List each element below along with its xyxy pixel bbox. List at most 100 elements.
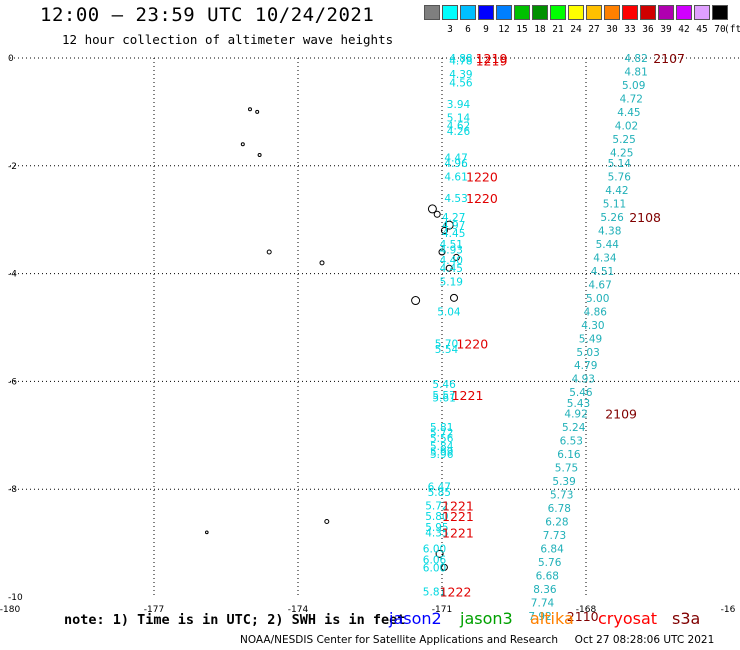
wave-height-label: 6.68 xyxy=(536,570,559,582)
wave-height-label: 6.00 xyxy=(423,562,446,574)
wave-height-label: 5.44 xyxy=(596,239,620,251)
pass-time-label: 1222 xyxy=(440,585,472,600)
x-tick-label: -177 xyxy=(144,605,164,615)
legend-swatch xyxy=(604,5,620,20)
satellite-name-altika: altika xyxy=(530,609,574,628)
wave-height-label: 5.14 xyxy=(447,112,471,124)
legend-label: 42 xyxy=(678,24,690,35)
wave-height-label: 5.26 xyxy=(600,212,624,224)
legend-label: 33 xyxy=(624,24,636,35)
legend-swatch xyxy=(442,5,458,20)
legend-label: 15 xyxy=(516,24,528,35)
axis-tick-labels: -180 -177 -174 -171 -168 -16 0 -2 -4 -6 -8 -10 xyxy=(0,54,736,615)
wave-height-label: 5.76 xyxy=(538,557,562,569)
pass-time-label: 1221 xyxy=(442,509,474,524)
wave-height-label: 5.54 xyxy=(435,344,459,356)
legend-swatch xyxy=(532,5,548,20)
pass-time-label: 1219 xyxy=(476,51,508,66)
legend-swatch xyxy=(478,5,494,20)
pass-time-label: 1220 xyxy=(466,170,498,185)
wave-height-label: 4.38 xyxy=(598,225,621,237)
island-outline xyxy=(240,142,245,147)
wave-height-label: 4.39 xyxy=(449,69,472,81)
wave-height-label: 5.72 xyxy=(430,428,453,440)
wave-height-label: 5.95 xyxy=(425,522,448,534)
credit-line: NOAA/NESDIS Center for Satellite Applica… xyxy=(240,634,715,646)
pass-time-label: 1221 xyxy=(452,388,484,403)
island-outline xyxy=(440,226,448,234)
wave-height-label: 4.82 xyxy=(624,53,647,65)
legend-label: 21 xyxy=(552,24,564,35)
wave-height-label: 4.51 xyxy=(440,239,463,251)
wave-height-label: 5.46 xyxy=(569,387,593,399)
wave-height-label: 7.74 xyxy=(531,597,555,609)
wave-height-label: 4.45 xyxy=(617,107,640,119)
wave-height-label: 4.86 xyxy=(584,306,608,318)
island-outline xyxy=(444,220,454,230)
island-outline xyxy=(324,519,330,525)
wave-height-label: 4.45 xyxy=(440,263,463,275)
y-tick-label: -4 xyxy=(8,270,17,280)
wave-height-label: 4.78 xyxy=(449,56,472,68)
wave-height-label: 4.72 xyxy=(620,93,643,105)
legend-swatch xyxy=(550,5,566,20)
wave-height-label: 4.93 xyxy=(572,374,595,386)
map-title: 12:00 – 23:59 UTC 10/24/2021 xyxy=(40,4,375,26)
island-outline xyxy=(248,107,252,112)
wave-height-label: 4.27 xyxy=(442,212,465,224)
pass-time-labels: 1219121912201220122012211221122112211222… xyxy=(440,51,685,624)
island-outlines xyxy=(205,107,460,571)
legend-label: 18 xyxy=(534,24,546,35)
wave-height-label: 5.19 xyxy=(440,277,463,289)
wave-height-label: 4.62 xyxy=(447,120,470,132)
wave-height-label: 5.57 xyxy=(432,390,455,402)
island-outline xyxy=(205,530,209,535)
wave-height-label: 5.00 xyxy=(586,293,609,305)
wave-height-label: 4.53 xyxy=(444,193,467,205)
wave-height-label: 4.61 xyxy=(444,172,467,184)
pass-time-label: 2110 xyxy=(567,609,599,624)
wave-height-label: 4.40 xyxy=(440,255,463,267)
island-outline xyxy=(435,549,444,558)
satellite-name-jason3: jason3 xyxy=(460,609,513,628)
wave-height-label: 5.81 xyxy=(430,422,453,434)
wave-height-label: 4.47 xyxy=(444,153,467,165)
legend-swatch xyxy=(676,5,692,20)
wave-height-label: 6.53 xyxy=(560,436,583,448)
legend-label: 27 xyxy=(588,24,600,35)
wave-height-label: 5.43 xyxy=(567,398,590,410)
island-outline xyxy=(255,109,260,114)
wave-height-label: 6.78 xyxy=(548,503,571,515)
legend-swatch xyxy=(496,5,512,20)
island-outline xyxy=(427,204,437,214)
pass-time-label: 2107 xyxy=(653,51,685,66)
satellite-name-cryosat: cryosat xyxy=(598,609,658,628)
wave-height-label: 4.30 xyxy=(581,320,604,332)
legend-swatch xyxy=(694,5,710,20)
island-outline xyxy=(266,249,272,255)
legend-label: 24 xyxy=(570,24,582,35)
wave-height-label: 4.26 xyxy=(447,126,471,138)
wave-height-label: 4.88 xyxy=(449,53,472,65)
pass-time-label: 2108 xyxy=(629,210,661,225)
x-tick-label: -16 xyxy=(721,605,736,615)
x-tick-label: -168 xyxy=(576,605,597,615)
wave-height-label: 5.81 xyxy=(423,587,446,599)
pass-time-label: 1221 xyxy=(442,525,474,540)
legend-label: 6 xyxy=(465,24,471,35)
wave-height-label: 8.36 xyxy=(533,584,557,596)
island-outline xyxy=(450,293,458,302)
wave-height-label: 5.84 xyxy=(430,441,454,453)
wave-height-label: 7.92 xyxy=(528,611,551,623)
legend-label: 3 xyxy=(447,24,453,35)
island-outline xyxy=(445,264,453,272)
island-outline xyxy=(319,260,325,266)
legend-swatch xyxy=(460,5,476,20)
wave-height-label: 5.76 xyxy=(608,172,632,184)
satellite-name-s3a: s3a xyxy=(672,609,701,628)
wave-height-label: 5.96 xyxy=(430,449,454,461)
island-outline xyxy=(438,248,446,256)
wave-height-label: 4.35 xyxy=(425,527,448,539)
wave-height-label: 5.73 xyxy=(550,490,573,502)
